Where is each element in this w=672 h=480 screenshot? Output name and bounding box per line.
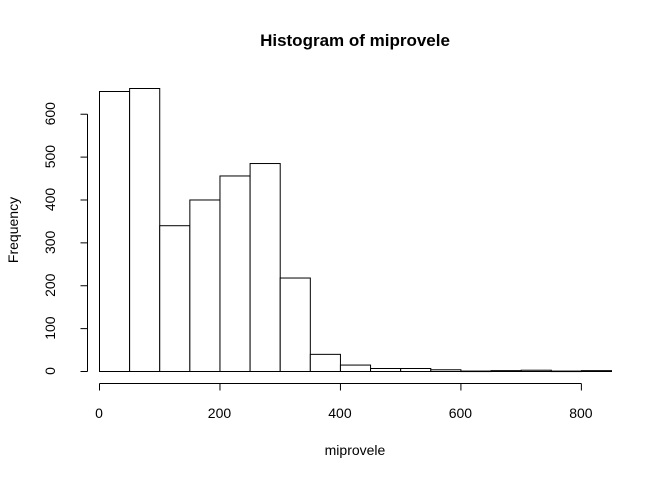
histogram-bar-650-700 bbox=[490, 370, 522, 373]
histogram-bar-800-850 bbox=[580, 370, 612, 373]
y-tick-label-200: 200 bbox=[42, 273, 58, 297]
histogram-bar-250-300 bbox=[249, 163, 281, 372]
bars-group bbox=[99, 88, 612, 373]
x-tick-label-0: 0 bbox=[95, 405, 103, 421]
histogram-bar-150-200 bbox=[189, 199, 221, 372]
y-tick-label-0: 0 bbox=[42, 367, 58, 375]
histogram-bar-500-550 bbox=[400, 367, 432, 372]
x-tick-label-200: 200 bbox=[208, 405, 232, 421]
chart-title: Histogram of miprovele bbox=[260, 31, 450, 50]
histogram-bar-550-600 bbox=[430, 369, 462, 373]
y-tick-label-100: 100 bbox=[42, 316, 58, 340]
histogram-bar-700-750 bbox=[520, 369, 552, 372]
x-tick-label-400: 400 bbox=[328, 405, 352, 421]
histogram-bar-200-250 bbox=[219, 175, 251, 372]
histogram-bar-350-400 bbox=[309, 353, 341, 372]
y-tick-label-300: 300 bbox=[42, 230, 58, 254]
x-tick-label-800: 800 bbox=[569, 405, 593, 421]
histogram-bar-0-50 bbox=[99, 91, 131, 372]
y-tick-label-500: 500 bbox=[42, 145, 58, 169]
histogram-bar-100-150 bbox=[159, 225, 191, 372]
histogram-bar-300-350 bbox=[279, 277, 311, 372]
histogram-bar-750-800 bbox=[550, 370, 582, 373]
histogram-bar-600-650 bbox=[460, 370, 492, 373]
histogram-bar-400-450 bbox=[339, 364, 372, 372]
x-axis-label: miprovele bbox=[325, 442, 386, 458]
y-axis: 0 100 200 300 400 500 600 bbox=[42, 102, 88, 375]
x-axis: 0 200 400 600 800 bbox=[95, 383, 593, 421]
histogram-bar-50-100 bbox=[129, 88, 161, 372]
y-axis-label: Frequency bbox=[5, 197, 21, 263]
histogram-bar-450-500 bbox=[370, 367, 402, 372]
y-tick-label-600: 600 bbox=[42, 102, 58, 126]
y-tick-label-400: 400 bbox=[42, 188, 58, 212]
x-tick-label-600: 600 bbox=[449, 405, 473, 421]
